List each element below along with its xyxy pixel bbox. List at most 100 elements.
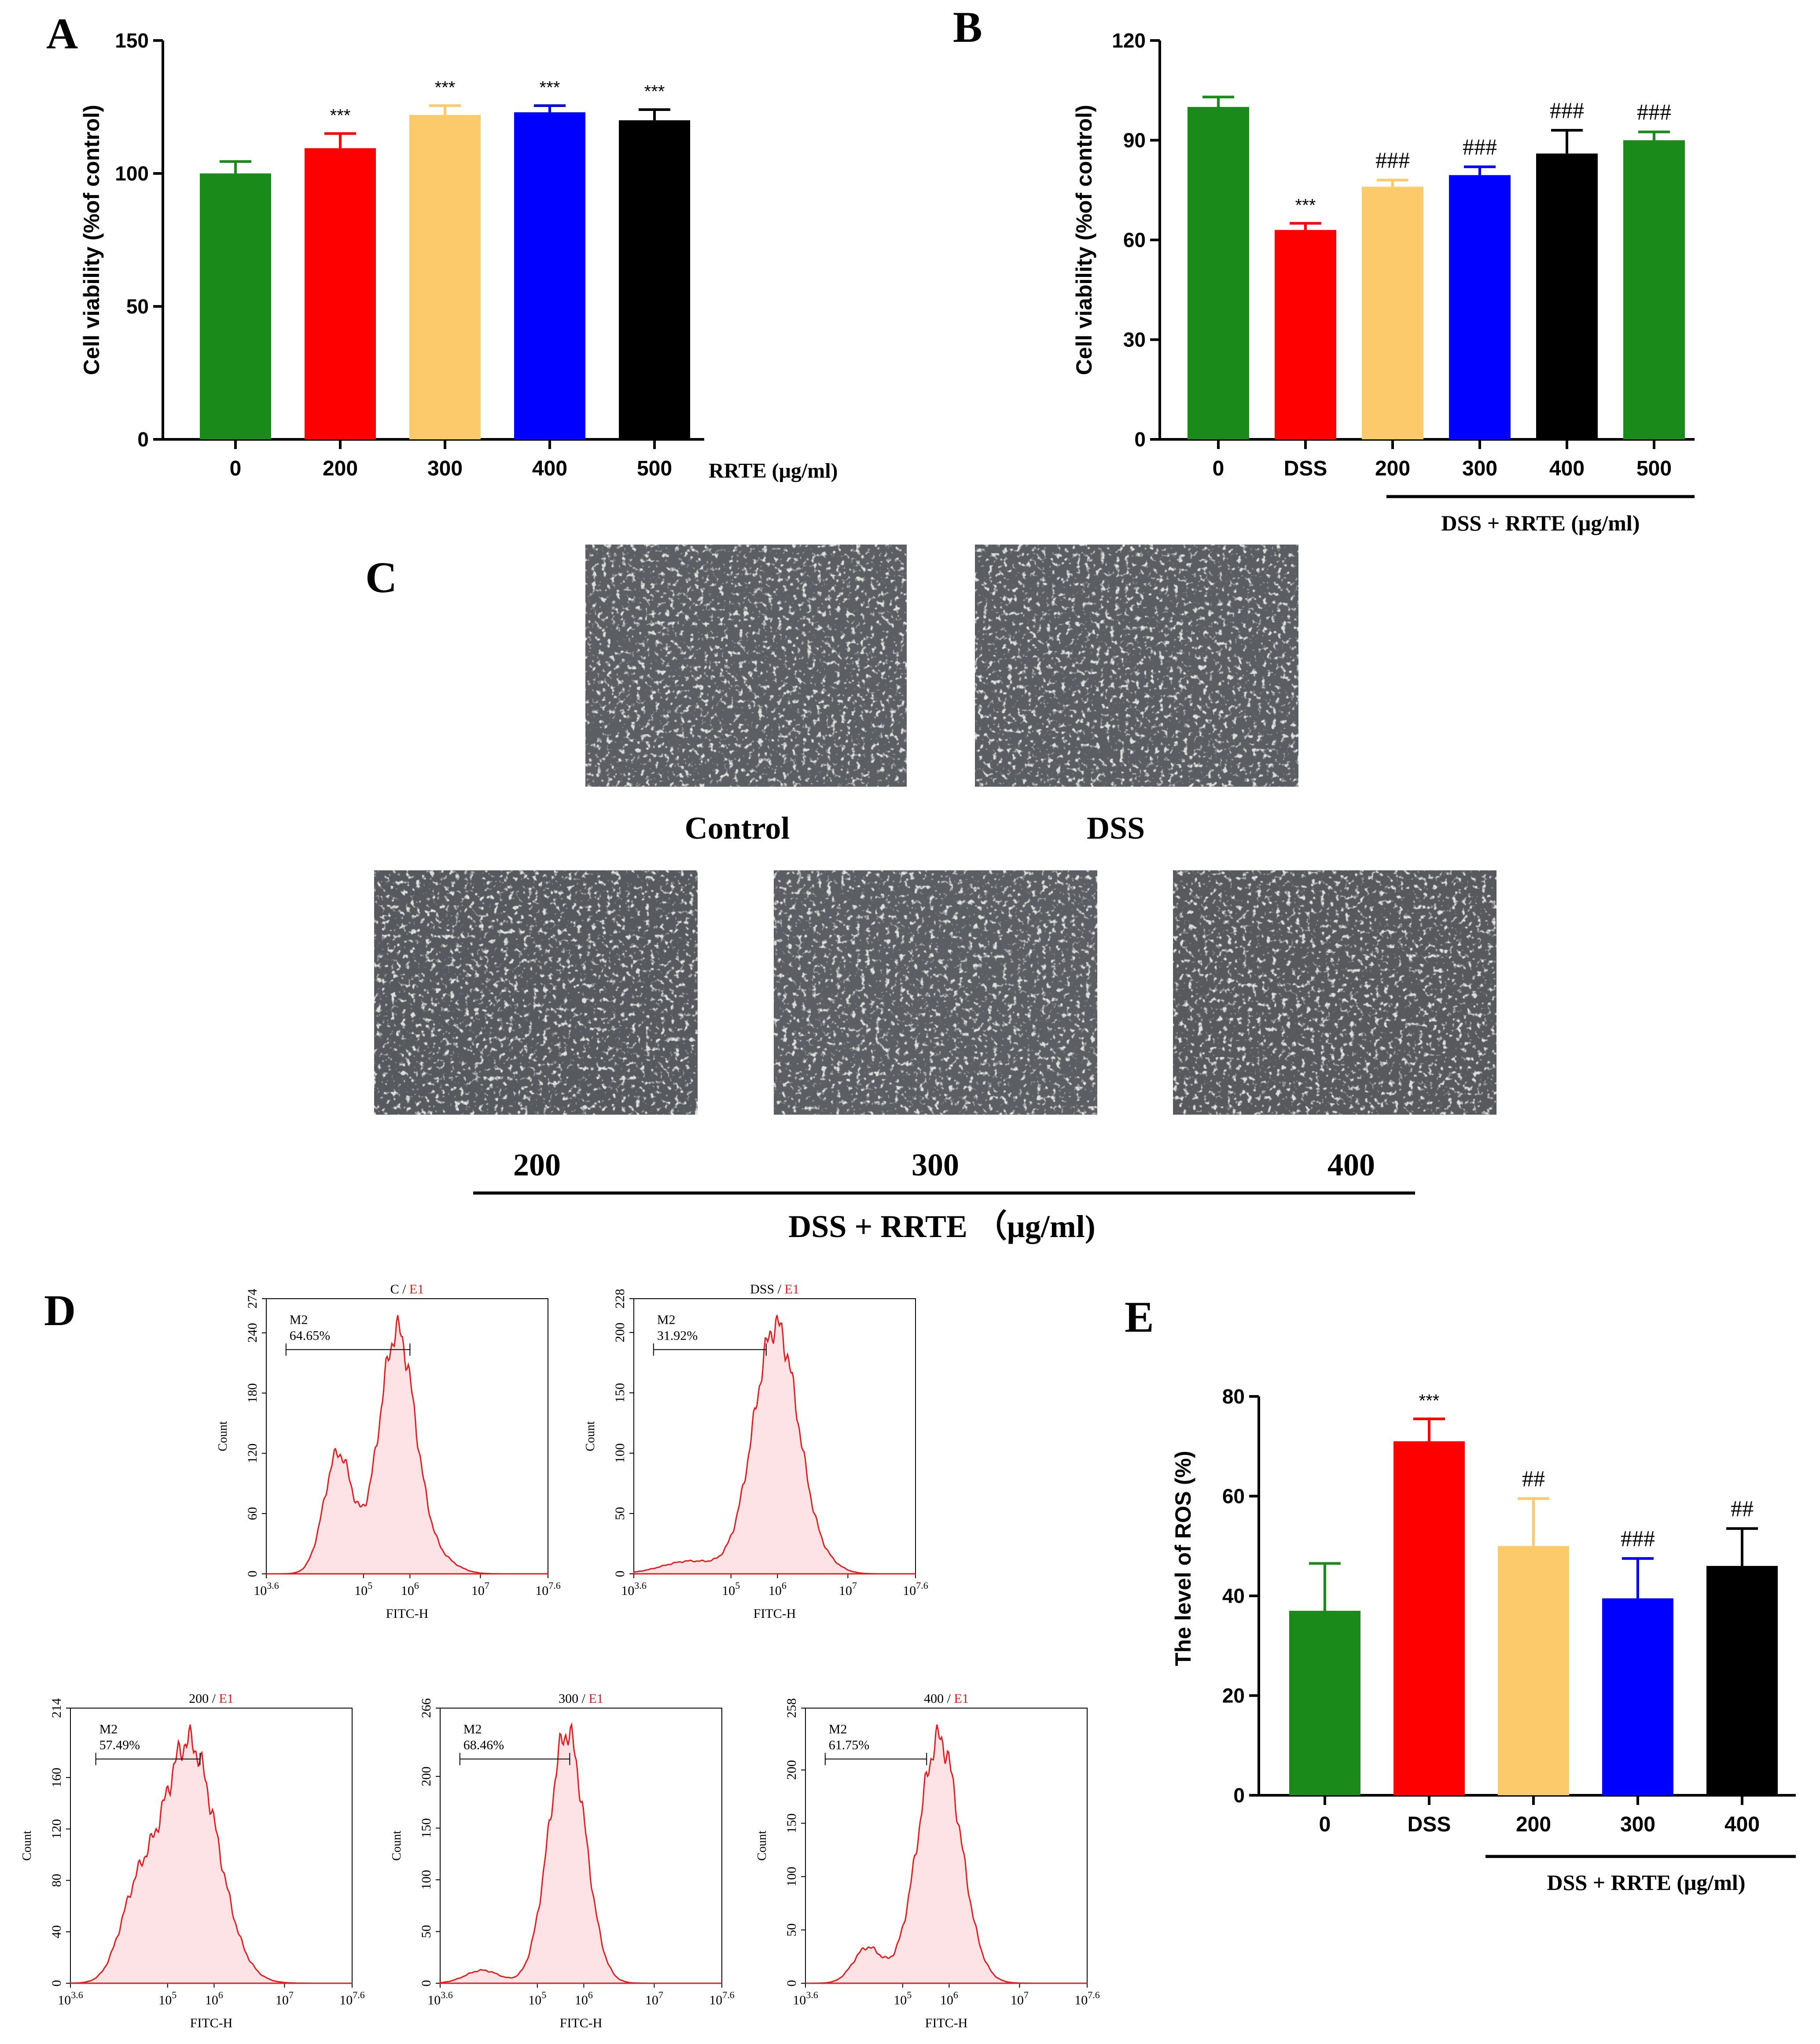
histogram-suffix: E1 xyxy=(589,1691,603,1706)
E-errorbar xyxy=(1518,1497,1549,1546)
histogram-xtick-label: 105 xyxy=(528,1989,546,2007)
B-bar-0 xyxy=(1188,107,1249,439)
histogram-curve xyxy=(70,1724,352,1984)
gate-marker: M2 31.92% xyxy=(653,1313,767,1356)
B-ytick-label: 30 xyxy=(1123,328,1146,351)
A-bar-200 xyxy=(305,148,376,439)
panel-a-xlabel: RRTE (μg/ml) xyxy=(709,459,838,482)
micrograph-dss xyxy=(975,545,1298,787)
gate-marker: M2 64.65% xyxy=(285,1313,411,1356)
histogram-sample-name: DSS / xyxy=(750,1282,784,1296)
E-ytick-label: 40 xyxy=(1222,1584,1245,1607)
B-errorbar xyxy=(1202,96,1234,107)
histogram-xtick-label: 103.6 xyxy=(254,1580,279,1598)
A-xtick-label: 0 xyxy=(230,457,242,480)
panel-b-letter: B xyxy=(953,3,982,52)
histogram-xtick-exp: 6 xyxy=(953,1989,958,2000)
histogram-xtick-exp: 5 xyxy=(172,1989,176,2000)
histogram-xtick-label: 105 xyxy=(158,1989,176,2007)
histogram-ytick-label: 200 xyxy=(613,1322,627,1342)
histogram-xtick-exp: 5 xyxy=(907,1989,912,2000)
micrograph-label-dss: DSS xyxy=(1087,810,1145,846)
histogram-suffix: E1 xyxy=(219,1691,234,1706)
histogram-xtick-label: 106 xyxy=(575,1989,593,2007)
histogram-ytick-label: 180 xyxy=(245,1383,260,1403)
A-bar-400 xyxy=(514,112,585,439)
gate-percent: 57.49% xyxy=(99,1738,140,1753)
B-bar-300 xyxy=(1449,175,1511,439)
histogram-ytick-label: 100 xyxy=(613,1443,627,1463)
histogram-ylabel: Count xyxy=(390,1830,404,1861)
histogram-xtick-base: 10 xyxy=(645,1993,658,2007)
histogram-xtick-base: 10 xyxy=(839,1584,852,1598)
histogram-xtick-label: 103.6 xyxy=(427,1989,453,2007)
histogram-ylabel: Count xyxy=(216,1421,230,1451)
histogram-xtick-label: 106 xyxy=(401,1580,419,1598)
histogram-ytick-label: 214 xyxy=(49,1698,64,1718)
histogram-ytick-label: 200 xyxy=(419,1767,434,1786)
A-significance: *** xyxy=(540,78,560,97)
histogram-xtick-base: 10 xyxy=(768,1584,782,1598)
histogram-xtick-exp: 6 xyxy=(414,1580,419,1591)
E-bar-300 xyxy=(1602,1598,1673,1795)
B-xtick-label: 0 xyxy=(1213,457,1224,480)
histogram-xtick-base: 10 xyxy=(58,1993,71,2007)
histogram-xtick-label: 107.6 xyxy=(1074,1989,1100,2007)
E-significance: ### xyxy=(1621,1526,1655,1551)
histogram-xtick-exp: 7 xyxy=(852,1580,857,1591)
E-xtick-label: 200 xyxy=(1516,1813,1551,1836)
histogram-xtick-base: 10 xyxy=(205,1993,218,2007)
histogram-title: 200 / E1 xyxy=(189,1691,234,1706)
histogram-xtick-label: 105 xyxy=(893,1989,912,2007)
gate-name: M2 xyxy=(657,1313,676,1327)
E-significance: *** xyxy=(1419,1391,1440,1411)
histogram-xtick-base: 10 xyxy=(471,1584,485,1598)
histogram-xtick-exp: 6 xyxy=(782,1580,787,1591)
gate-name: M2 xyxy=(290,1313,308,1327)
histogram-xtick-label: 105 xyxy=(354,1580,372,1598)
B-xtick-label: 200 xyxy=(1375,457,1410,480)
B-ytick-label: 90 xyxy=(1123,129,1146,152)
panel-a-bar-chart: 0 50 100 150 0 200 *** 300 *** 400 *** 500 *** xyxy=(115,29,704,480)
histogram-xtick-label: 106 xyxy=(768,1580,787,1598)
panel-a-letter: A xyxy=(46,9,78,58)
histogram-ytick-label: 258 xyxy=(784,1698,799,1718)
B-ytick-label: 60 xyxy=(1123,228,1146,251)
panel-c-group-label: DSS + RRTE （μg/ml) xyxy=(788,1209,1095,1244)
gate-percent: 61.75% xyxy=(829,1738,870,1753)
histogram-ytick-label: 274 xyxy=(245,1289,260,1309)
panel-e-bar-chart: 0 20 40 60 80 0 DSS *** 200 ## 300 ### 400 ## xyxy=(1222,1385,1796,1836)
B-xtick-label: DSS xyxy=(1284,457,1327,480)
histogram-xtick-label: 107 xyxy=(471,1580,489,1598)
B-ytick-label: 0 xyxy=(1134,428,1146,451)
micrograph-control xyxy=(585,545,907,787)
histogram-xtick-exp: 3.6 xyxy=(806,1989,818,2000)
histogram-title: DSS / E1 xyxy=(750,1282,799,1296)
histogram-xtick-base: 10 xyxy=(528,1993,541,2007)
histogram-xlabel: FITC-H xyxy=(754,1606,796,1621)
histogram-xtick-exp: 6 xyxy=(588,1989,593,2000)
histogram-curve xyxy=(633,1315,916,1575)
panel-e-letter: E xyxy=(1125,1293,1154,1341)
A-bar-500 xyxy=(619,120,690,439)
E-ytick-label: 0 xyxy=(1233,1784,1245,1807)
E-xtick-label: DSS xyxy=(1408,1813,1451,1836)
B-errorbar xyxy=(1290,222,1321,230)
histogram-ytick-label: 228 xyxy=(613,1289,627,1309)
B-bar-400 xyxy=(1536,153,1598,439)
histogram-ytick-label: 40 xyxy=(49,1925,64,1938)
A-bar-300 xyxy=(409,115,481,439)
panel-a: A 0 50 100 150 0 200 *** 300 *** 400 *** 500 *** Cel… xyxy=(46,9,838,482)
E-ytick-label: 80 xyxy=(1222,1385,1245,1408)
E-bar-0 xyxy=(1289,1610,1360,1795)
E-bar-400 xyxy=(1706,1566,1778,1795)
histogram-xlabel: FITC-H xyxy=(925,2016,968,2030)
histogram-xtick-label: 107.6 xyxy=(903,1580,928,1598)
E-errorbar xyxy=(1309,1562,1341,1611)
B-errorbar xyxy=(1464,165,1496,175)
histogram-xtick-label: 107 xyxy=(645,1989,663,2007)
histogram-xtick-exp: 7 xyxy=(289,1989,294,2000)
